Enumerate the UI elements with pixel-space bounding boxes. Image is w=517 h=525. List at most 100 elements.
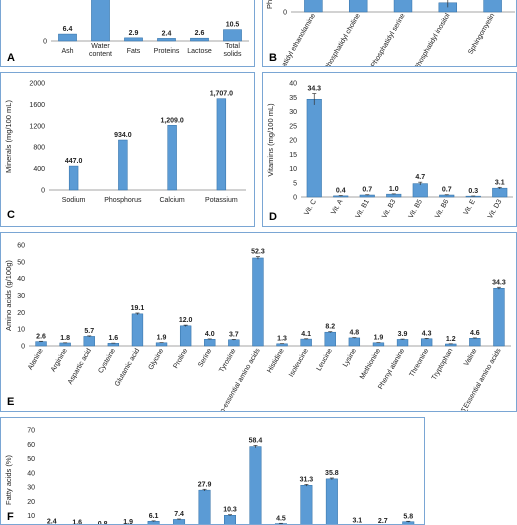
bar xyxy=(173,519,186,524)
x-tick-label: Histidine xyxy=(266,347,286,374)
y-tick-label: 50 xyxy=(27,456,35,463)
bar xyxy=(68,165,79,191)
x-tick-label: Vit. B6 xyxy=(434,198,450,219)
y-tick-label: 2000 xyxy=(29,81,45,88)
panel-label: F xyxy=(7,511,14,523)
y-tick-label: 800 xyxy=(33,145,45,152)
x-tick-label: Threonine xyxy=(409,347,431,378)
data-label: 1.9 xyxy=(374,335,384,342)
x-tick-label: Potassium xyxy=(205,197,238,204)
bar xyxy=(306,98,322,198)
data-label: 6.1 xyxy=(149,513,159,520)
x-tick-label: Ash xyxy=(61,48,73,55)
bar xyxy=(35,341,47,347)
bar xyxy=(492,187,508,198)
chart-c: 0 400 800 1200 1600 2000 Minerals (mg/100 mL) 4… xyxy=(4,81,246,221)
bar xyxy=(276,343,288,347)
data-label: 4.0 xyxy=(205,331,215,338)
data-label: 34.3 xyxy=(307,86,321,93)
bar xyxy=(469,338,481,347)
data-label: 1,209.0 xyxy=(160,117,183,124)
bar xyxy=(204,339,216,347)
bar xyxy=(224,515,236,524)
y-tick-label: 30 xyxy=(17,293,25,300)
x-tick-label: Alanine xyxy=(27,347,45,371)
y-tick-label: 10 xyxy=(27,513,35,520)
x-tick-label: Proteins xyxy=(154,48,180,55)
x-tick-label: Phenyl alanine xyxy=(377,347,406,390)
data-label: 0.4 xyxy=(336,188,346,195)
bar xyxy=(167,125,177,191)
panel-f: 10 20 30 40 50 60 70 Fatty acids (%) 2.4 1.6 0.8 1.… xyxy=(0,417,425,525)
y-tick-label: 1200 xyxy=(29,123,45,130)
bar xyxy=(300,485,313,524)
data-label: 1.6 xyxy=(108,335,118,342)
chart-e: 0 10 20 30 40 50 60 Amino acids (g/100g) 2.6 Alan… xyxy=(4,243,511,411)
x-tick-label: Phosphatidyl serine xyxy=(370,12,407,67)
bar xyxy=(118,139,128,191)
x-tick-label: Valine xyxy=(463,347,479,367)
y-tick-label: 10 xyxy=(289,166,297,173)
y-tick-label: 20 xyxy=(17,310,25,317)
data-label: 58.4 xyxy=(249,437,263,444)
x-tick-label: Vit. E xyxy=(463,198,478,216)
bar xyxy=(179,325,192,347)
bar xyxy=(412,183,428,198)
bar xyxy=(386,193,402,198)
bar xyxy=(228,339,240,347)
panel-c: 0 400 800 1200 1600 2000 Minerals (mg/100 mL) 4… xyxy=(0,72,255,227)
data-label: 31.3 xyxy=(300,476,314,483)
y-tick-label: 0 xyxy=(21,344,25,351)
x-tick-label: Sodium xyxy=(62,197,86,204)
y-tick-label: 40 xyxy=(39,0,47,2)
bar xyxy=(439,194,455,198)
data-label: 1,707.0 xyxy=(210,91,233,98)
y-tick-label: 400 xyxy=(33,166,45,173)
y-tick-label: 30 xyxy=(27,485,35,492)
data-label: 2.6 xyxy=(195,30,205,37)
data-label: 0.3 xyxy=(468,188,478,195)
y-tick-label: 30 xyxy=(289,109,297,116)
panel-label: D xyxy=(269,211,277,223)
y-tick-label: 20 xyxy=(27,499,35,506)
y-tick-label: 40 xyxy=(17,276,25,283)
bar xyxy=(157,38,176,42)
bar xyxy=(190,37,209,42)
x-tick-label: Arginine xyxy=(50,347,69,373)
bar xyxy=(325,478,338,524)
bar xyxy=(396,339,409,347)
bar xyxy=(252,257,264,347)
data-label: 34.3 xyxy=(492,279,506,286)
x-tick-label: Glutamic acid xyxy=(114,347,141,387)
x-tick-label: Aspartic acid xyxy=(67,347,93,385)
data-label: 52.3 xyxy=(251,249,265,256)
y-tick-label: 0 xyxy=(41,188,45,195)
bar xyxy=(216,98,227,191)
x-tick-label: Proline xyxy=(172,347,189,369)
data-label: 3.1 xyxy=(495,179,505,186)
panel-label: B xyxy=(269,52,277,64)
y-tick-label: 20 xyxy=(289,138,297,145)
data-label: 4.1 xyxy=(301,331,311,338)
bar xyxy=(107,343,120,347)
bar xyxy=(324,331,336,347)
bar xyxy=(304,0,323,13)
y-axis-label: Fatty acids (%) xyxy=(4,454,13,505)
bar xyxy=(59,342,71,347)
x-tick-label: Isoleucine xyxy=(288,347,310,378)
data-label: 35.8 xyxy=(325,470,339,477)
bar xyxy=(420,338,433,347)
x-tick-label: Vit. C xyxy=(303,199,318,217)
x-tick-label: Sphingomyelin xyxy=(467,12,496,55)
data-label: 4.3 xyxy=(422,330,432,337)
x-tick-label: Cysteine xyxy=(97,347,117,374)
data-label: 4.6 xyxy=(470,330,480,337)
data-label: 1.6 xyxy=(72,520,82,525)
data-label: 6.4 xyxy=(63,26,73,33)
data-label: 27.9 xyxy=(198,481,212,488)
data-label: 2.9 xyxy=(129,30,139,37)
y-tick-label: 0 xyxy=(293,195,297,202)
bar xyxy=(131,313,144,347)
